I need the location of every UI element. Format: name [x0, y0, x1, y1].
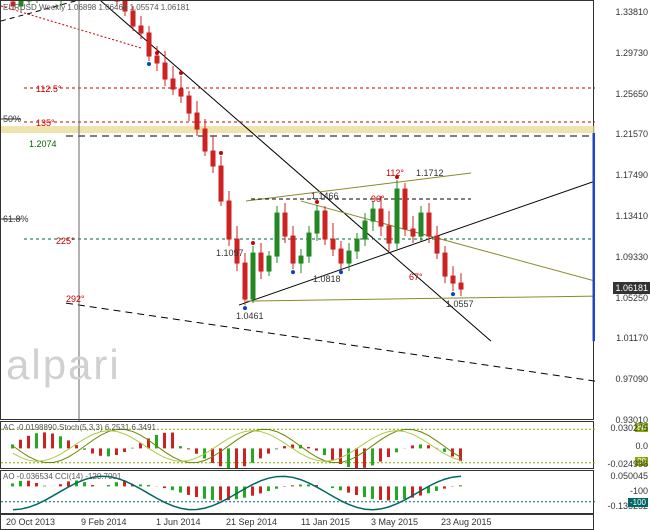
y-axis-indicator2: 0.050045-100-0.135252-100 [594, 470, 650, 514]
annotation: 90° [371, 194, 385, 204]
annotation: 112.5° [36, 84, 61, 94]
annotation: 225° [56, 236, 75, 246]
annotation: 135° [36, 118, 55, 128]
watermark: alpari [6, 341, 121, 389]
y-axis-price: 1.338101.297301.256501.215701.174901.134… [594, 0, 650, 420]
indicator1-label: AC -0.0198890 Stoch(5,3,3) 6.2531 6.3491 [3, 423, 156, 432]
annotation: 1.0461 [236, 311, 264, 321]
annotation: 1.2074 [29, 139, 57, 149]
annotation: 67° [409, 272, 423, 282]
annotation: 1.1712 [416, 168, 444, 178]
symbol-info: EURUSD Weekly 1.06898 1.06466 1.05574 1.… [3, 3, 190, 12]
main-price-panel[interactable]: EURUSD Weekly 1.06898 1.06466 1.05574 1.… [0, 0, 594, 420]
annotation: 1.0557 [446, 299, 474, 309]
annotation: 1.0818 [313, 274, 341, 284]
annotation: 1.1097 [216, 248, 244, 258]
y-axis-indicator1: 80200.0302750.0-0.024996 [594, 421, 650, 469]
annotation: 292° [66, 294, 85, 304]
indicator-panel-2[interactable]: AO -0.036534 CCI(14) -120.7001 [0, 470, 594, 514]
forex-chart-container: EURUSD Weekly 1.06898 1.06466 1.05574 1.… [0, 0, 650, 530]
indicator-panel-1[interactable]: AC -0.0198890 Stoch(5,3,3) 6.2531 6.3491 [0, 421, 594, 469]
annotation: 112° [386, 168, 404, 178]
annotation: 1.1466 [311, 191, 339, 201]
indicator2-label: AO -0.036534 CCI(14) -120.7001 [3, 472, 121, 481]
x-axis-time: 20 Oct 20139 Feb 20141 Jun 201421 Sep 20… [0, 514, 594, 530]
